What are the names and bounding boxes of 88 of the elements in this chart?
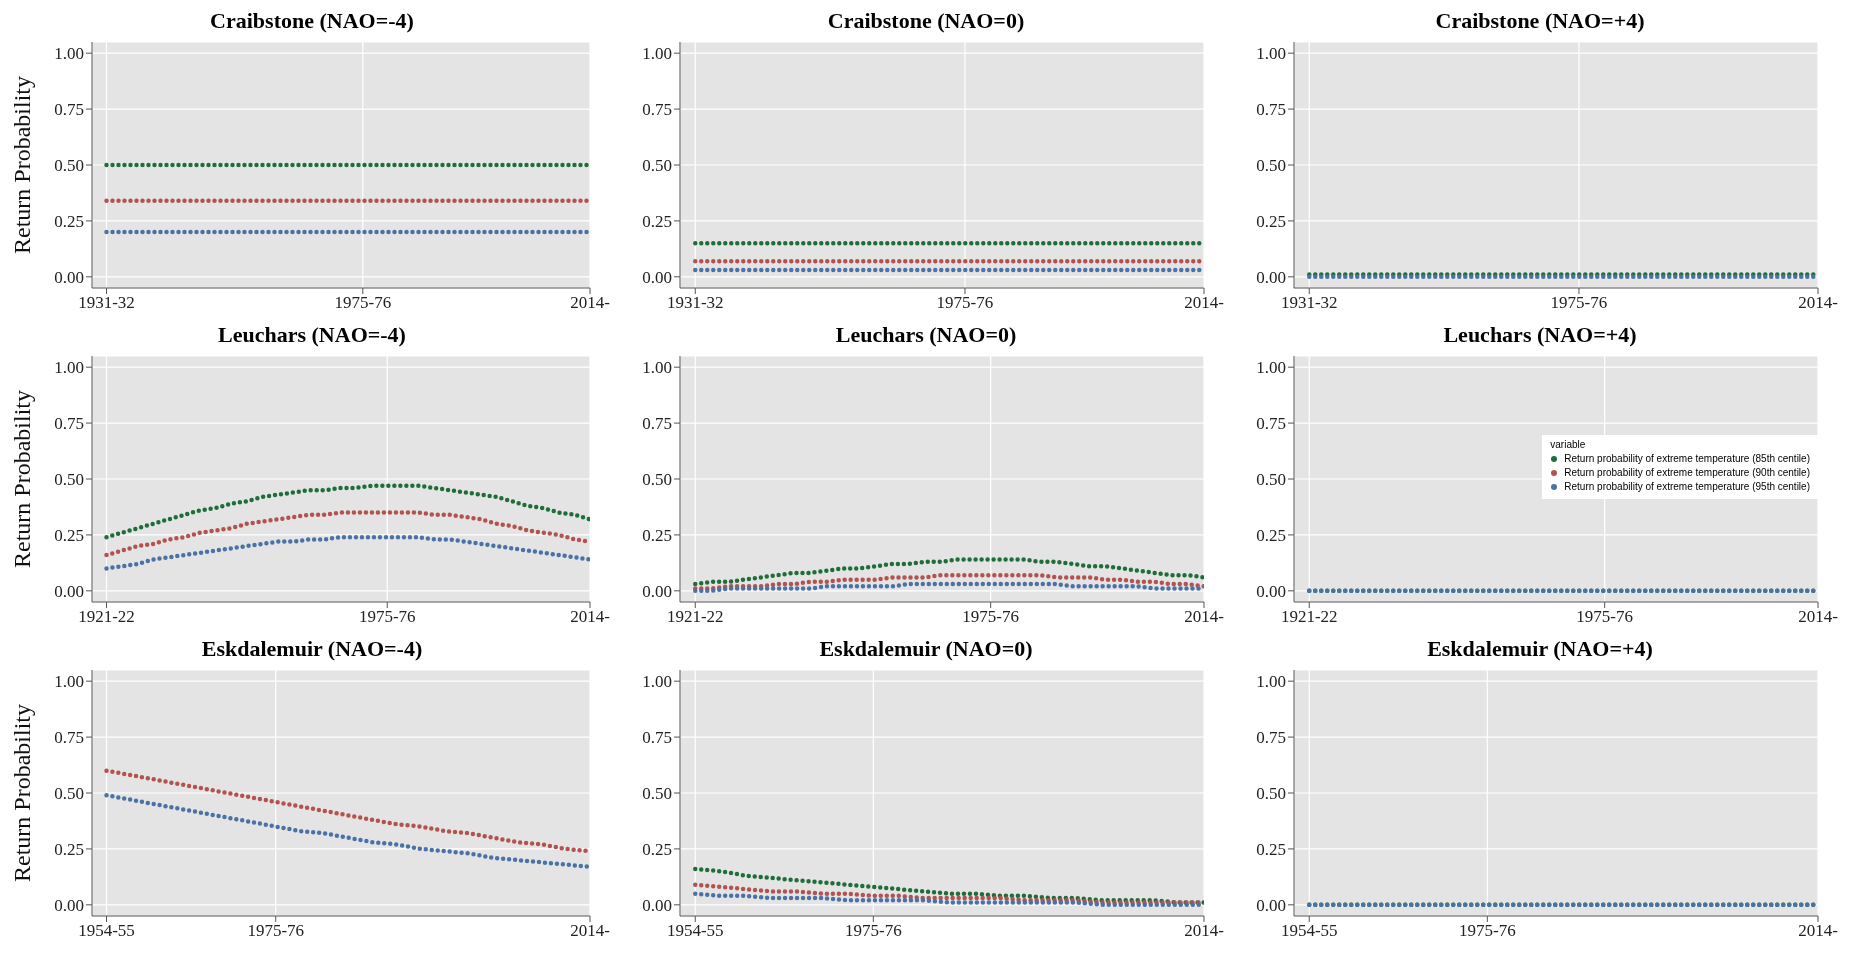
- y-tick-label: 0.25: [54, 839, 84, 859]
- x-tick-label: 1975-76: [334, 293, 392, 313]
- y-tick-label: 0.00: [642, 267, 672, 287]
- y-tick-label: 0.75: [54, 728, 84, 748]
- y-tick-label: 0.50: [1256, 470, 1286, 490]
- x-tick-label: 2014-: [570, 607, 611, 627]
- y-tick-label: 0.50: [1256, 784, 1286, 804]
- y-tick-label: 0.25: [54, 525, 84, 545]
- y-tick-label: 1.00: [54, 358, 84, 378]
- x-tick-label: 1975-76: [1458, 921, 1516, 941]
- y-tick-label: 0.75: [1256, 414, 1286, 434]
- y-tick-label: 0.75: [54, 414, 84, 434]
- y-tick-label: 1.00: [642, 672, 672, 692]
- y-tick-label: 0.25: [1256, 211, 1286, 231]
- y-tick-label: 0.25: [642, 839, 672, 859]
- y-tick-label: 0.50: [54, 784, 84, 804]
- y-tick-label: 0.25: [54, 211, 84, 231]
- y-tick-label: 0.50: [1256, 156, 1286, 176]
- x-tick-label: 1931-32: [666, 293, 724, 313]
- x-tick-label: 2014-: [1184, 293, 1225, 313]
- chart-title: Eskdalemuir (NAO=0): [818, 636, 1034, 663]
- y-tick-label: 0.50: [642, 784, 672, 804]
- x-tick-label: 1975-76: [247, 921, 305, 941]
- y-tick-label: 0.75: [1256, 100, 1286, 120]
- x-tick-label: 1921-22: [666, 607, 724, 627]
- legend-title: variable: [1550, 439, 1587, 451]
- y-tick-label: 0.00: [642, 581, 672, 601]
- chart-title: Eskdalemuir (NAO=+4): [1426, 636, 1654, 663]
- x-tick-label: 2014-: [1798, 607, 1839, 627]
- legend-label: Return probability of extreme temperature (85th centile): [1564, 453, 1810, 465]
- chart-title: Craibstone (NAO=-4): [209, 8, 415, 35]
- legend-label: Return probability of extreme temperature (90th centile): [1564, 467, 1810, 479]
- x-tick-label: 1975-76: [936, 293, 994, 313]
- chart-title: Leuchars (NAO=-4): [217, 322, 407, 349]
- x-tick-label: 1975-76: [358, 607, 416, 627]
- y-tick-label: 0.25: [642, 211, 672, 231]
- chart-title: Eskdalemuir (NAO=-4): [200, 636, 424, 663]
- y-tick-label: 0.75: [642, 414, 672, 434]
- y-tick-label: 1.00: [1256, 358, 1286, 378]
- x-tick-label: 2014-: [1184, 921, 1225, 941]
- y-tick-label: 0.75: [642, 100, 672, 120]
- x-tick-label: 1954-55: [666, 921, 724, 941]
- x-tick-label: 1954-55: [78, 921, 135, 941]
- chart-title: Craibstone (NAO=0): [826, 8, 1026, 35]
- y-tick-label: 1.00: [54, 44, 84, 64]
- x-tick-label: 1975-76: [962, 607, 1019, 627]
- x-tick-label: 1931-32: [78, 293, 135, 313]
- y-tick-label: 0.00: [1256, 581, 1286, 601]
- y-tick-label: 0.00: [54, 581, 84, 601]
- x-tick-label: 2014-: [570, 293, 611, 313]
- y-tick-label: 0.50: [642, 470, 672, 490]
- legend-label: Return probability of extreme temperature (95th centile): [1564, 481, 1810, 493]
- x-tick-label: 2014-: [570, 921, 611, 941]
- y-tick-label: 1.00: [54, 672, 84, 692]
- x-tick-label: 1921-22: [78, 607, 135, 627]
- x-tick-label: 1921-22: [1280, 607, 1338, 627]
- y-tick-label: 0.50: [54, 156, 84, 176]
- y-tick-label: 0.25: [1256, 839, 1286, 859]
- y-tick-label: 0.00: [54, 895, 84, 915]
- x-tick-label: 1954-55: [1280, 921, 1338, 941]
- y-tick-label: 1.00: [642, 358, 672, 378]
- y-tick-label: 0.75: [642, 728, 672, 748]
- y-axis-title: Return Probability: [8, 76, 35, 254]
- y-tick-label: 0.25: [1256, 525, 1286, 545]
- x-tick-label: 2014-: [1798, 293, 1839, 313]
- y-tick-label: 0.00: [642, 895, 672, 915]
- y-tick-label: 1.00: [1256, 672, 1286, 692]
- y-axis-title: Return Probability: [8, 704, 35, 882]
- y-tick-label: 0.00: [1256, 267, 1286, 287]
- y-tick-label: 0.00: [54, 267, 84, 287]
- x-tick-label: 1975-76: [844, 921, 902, 941]
- x-tick-label: 2014-: [1798, 921, 1839, 941]
- x-tick-label: 1975-76: [1576, 607, 1633, 627]
- chart-title: Leuchars (NAO=+4): [1442, 322, 1638, 349]
- y-tick-label: 1.00: [642, 44, 672, 64]
- x-tick-label: 1931-32: [1280, 293, 1338, 313]
- x-tick-label: 1975-76: [1550, 293, 1608, 313]
- chart-title: Leuchars (NAO=0): [834, 322, 1018, 349]
- chart-title: Craibstone (NAO=+4): [1434, 8, 1646, 35]
- x-tick-label: 2014-: [1184, 607, 1225, 627]
- y-tick-label: 0.25: [642, 525, 672, 545]
- y-tick-label: 0.75: [54, 100, 84, 120]
- y-tick-label: 0.75: [1256, 728, 1286, 748]
- y-tick-label: 0.50: [642, 156, 672, 176]
- y-axis-title: Return Probability: [8, 390, 35, 568]
- y-tick-label: 0.50: [54, 470, 84, 490]
- y-tick-label: 1.00: [1256, 44, 1286, 64]
- y-tick-label: 0.00: [1256, 895, 1286, 915]
